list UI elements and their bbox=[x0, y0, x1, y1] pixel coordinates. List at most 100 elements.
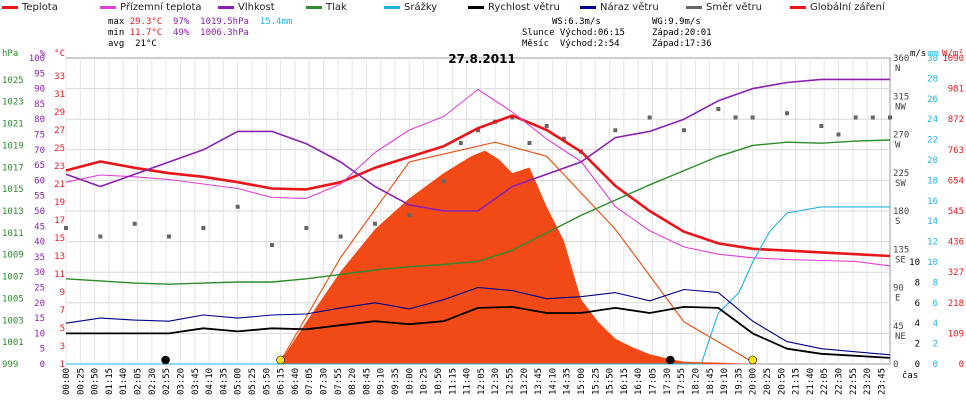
legend-item-srazky: Srážky bbox=[384, 2, 437, 13]
radiation-envelope bbox=[278, 141, 757, 365]
tick-celsius: 13 bbox=[54, 252, 65, 262]
x-tick-label: 00:50 bbox=[91, 368, 101, 395]
tick-direction-cardinal: N bbox=[895, 64, 900, 74]
moon-rise: Měsíc Východ:2:54 bbox=[522, 39, 620, 49]
x-tick-label: 04:10 bbox=[205, 368, 215, 395]
legend-swatch bbox=[100, 5, 116, 9]
tick-direction: 315 bbox=[893, 92, 909, 102]
legend-swatch bbox=[468, 5, 484, 9]
wind-direction-point bbox=[613, 128, 618, 133]
tick-mm: 14 bbox=[927, 217, 938, 227]
wind-direction-point bbox=[888, 115, 892, 120]
wind-direction-point bbox=[373, 221, 377, 226]
x-tick-label: 20:50 bbox=[777, 368, 787, 395]
tick-wm2: 327 bbox=[948, 268, 964, 278]
series-area-globalni-zareni bbox=[66, 150, 890, 364]
tick-hPa: 1009 bbox=[2, 251, 24, 261]
series-lines bbox=[65, 78, 891, 365]
wind-direction-point bbox=[785, 111, 789, 116]
sun-rise: Slunce Východ:06:15 bbox=[522, 28, 625, 38]
tick-percent: 30 bbox=[34, 268, 45, 278]
legend-item-rychlost-vetru: Rychlost větru bbox=[468, 2, 560, 13]
tick-hPa: 1005 bbox=[2, 294, 24, 304]
tick-percent: 70 bbox=[34, 146, 45, 156]
tick-wm2: 0 bbox=[959, 360, 964, 370]
wind-direction-point bbox=[64, 226, 68, 230]
legend: Teplota Přízemní teplota Vlhkost Tlak Sr… bbox=[0, 0, 966, 14]
x-tick-label: 15:50 bbox=[606, 368, 616, 395]
stats-avg-label: avg bbox=[108, 39, 125, 49]
tick-direction-cardinal: SW bbox=[895, 179, 906, 189]
x-tick-label: 16:15 bbox=[620, 368, 630, 395]
x-tick-label: 11:15 bbox=[448, 368, 458, 395]
legend-swatch bbox=[384, 5, 400, 9]
tick-hPa: 1001 bbox=[2, 338, 24, 348]
wind-direction-point bbox=[544, 124, 549, 128]
tick-ms: 10 bbox=[909, 258, 920, 268]
tick-percent: 90 bbox=[34, 85, 45, 95]
x-tick-label: 02:30 bbox=[148, 368, 158, 395]
wind-direction-point bbox=[870, 115, 875, 120]
x-axis-label: čas bbox=[902, 370, 918, 381]
x-tick-label: 11:40 bbox=[463, 368, 473, 395]
legend-item-tlak: Tlak bbox=[306, 2, 347, 13]
tick-wm2: 436 bbox=[948, 238, 964, 248]
wind-direction-point bbox=[270, 243, 274, 247]
x-tick-label: 08:20 bbox=[348, 368, 358, 395]
tick-mm: 30 bbox=[927, 54, 938, 64]
wind-direction-point bbox=[167, 234, 171, 239]
tick-hPa: 1007 bbox=[2, 273, 24, 283]
tick-direction: 45 bbox=[893, 322, 904, 332]
x-tick-label: 05:50 bbox=[262, 368, 272, 395]
tick-hPa: 1019 bbox=[2, 141, 24, 151]
wind-direction-point bbox=[733, 115, 738, 120]
legend-swatch bbox=[218, 5, 234, 9]
wind-direction-point bbox=[458, 141, 463, 145]
wind-direction-point bbox=[441, 179, 446, 184]
x-tick-label: 19:10 bbox=[720, 368, 730, 395]
legend-swatch bbox=[790, 5, 806, 9]
tick-celsius: 1 bbox=[60, 360, 65, 370]
series-line-p-zemn-teplota bbox=[65, 88, 891, 267]
wind-direction-point bbox=[132, 221, 137, 226]
tick-celsius: 21 bbox=[54, 180, 65, 190]
wind-direction-point bbox=[510, 115, 515, 120]
x-tick-label: 13:45 bbox=[534, 368, 544, 395]
tick-percent: 85 bbox=[34, 100, 45, 110]
tick-direction: 225 bbox=[893, 169, 909, 179]
tick-mm: 2 bbox=[933, 340, 938, 350]
wind-direction-point bbox=[750, 115, 755, 120]
x-tick-label: 09:10 bbox=[377, 368, 387, 395]
x-tick-label: 16:40 bbox=[634, 368, 644, 395]
tick-wm2: 218 bbox=[948, 299, 964, 309]
wind-direction-point bbox=[819, 124, 824, 128]
x-tick-label: 12:55 bbox=[505, 368, 515, 395]
wind-direction-point bbox=[836, 132, 841, 137]
tick-hPa: 999 bbox=[2, 360, 18, 370]
tick-mm: 4 bbox=[933, 319, 938, 329]
marker-m-s-c-z-pad bbox=[665, 355, 675, 365]
series-line-rychlost-v-tru bbox=[66, 306, 891, 359]
x-tick-label: 05:00 bbox=[234, 368, 244, 395]
tick-wm2: 981 bbox=[948, 85, 964, 95]
wind-direction-point bbox=[716, 107, 721, 111]
x-tick-label: 22:30 bbox=[835, 368, 845, 395]
wind-direction-point bbox=[527, 141, 532, 145]
axis-label-ms: m/s bbox=[910, 49, 926, 59]
marker-slunce-z-pad bbox=[748, 355, 757, 365]
x-tick-label: 00:00 bbox=[62, 368, 72, 395]
tick-direction: 180 bbox=[893, 207, 909, 217]
tick-celsius: 9 bbox=[60, 288, 65, 298]
tick-direction-cardinal: E bbox=[895, 294, 900, 304]
tick-ms: 8 bbox=[915, 278, 920, 288]
legend-item-prizemni-teplota: Přízemní teplota bbox=[100, 2, 202, 13]
x-tick-label: 02:55 bbox=[162, 368, 172, 395]
tick-celsius: 5 bbox=[60, 324, 65, 334]
x-tick-label: 22:05 bbox=[820, 368, 830, 395]
x-tick-label: 05:25 bbox=[248, 368, 258, 395]
tick-mm: 12 bbox=[927, 238, 938, 248]
tick-hPa: 1017 bbox=[2, 163, 24, 173]
sun-moon-markers bbox=[161, 355, 757, 365]
tick-percent: 95 bbox=[34, 69, 45, 79]
legend-item-vlhkost: Vlhkost bbox=[218, 2, 275, 13]
